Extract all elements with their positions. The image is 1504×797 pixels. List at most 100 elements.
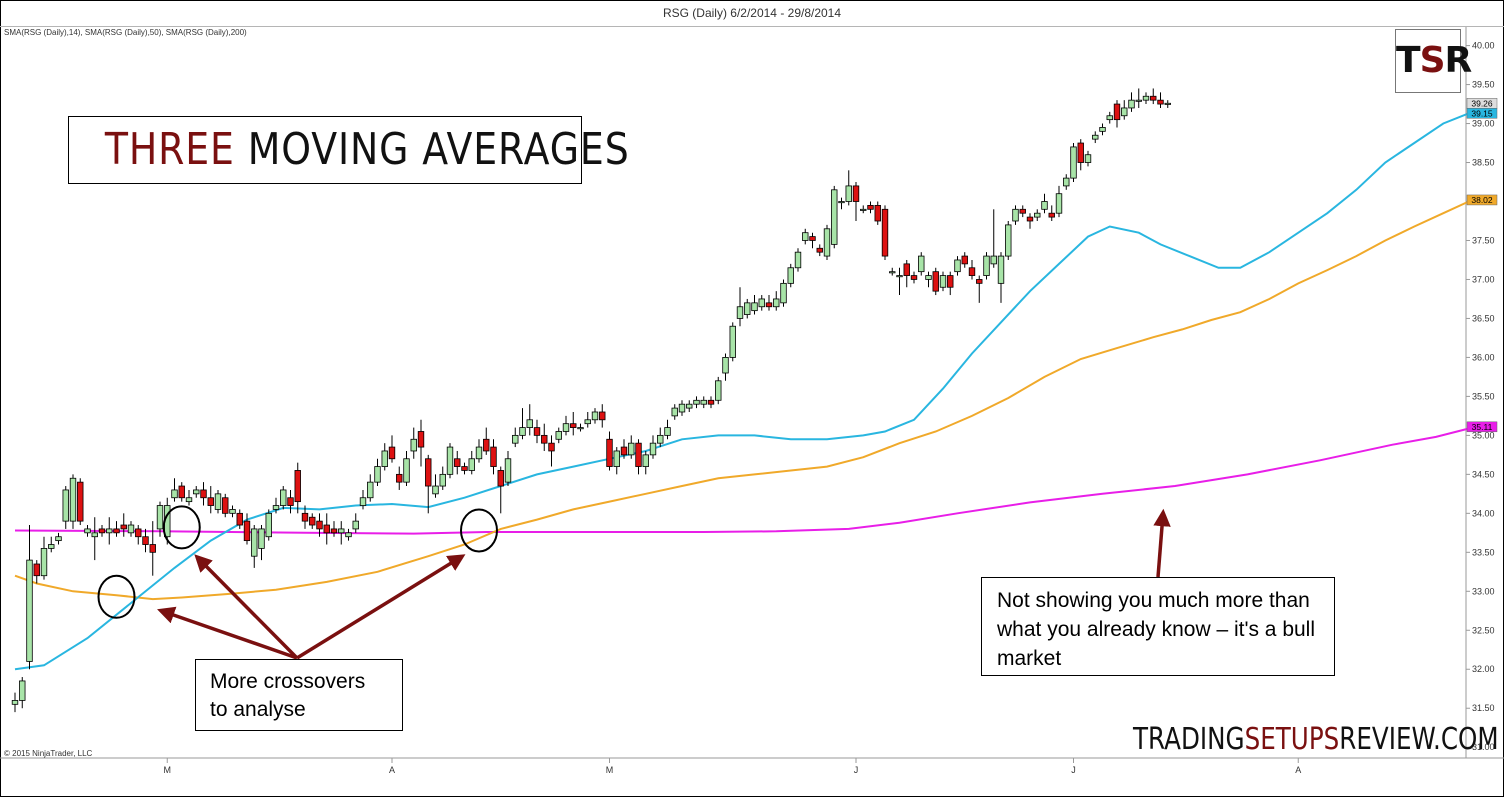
y-tick-label: 38.50 bbox=[1472, 158, 1495, 168]
candle-up bbox=[1055, 193, 1063, 214]
candle-up bbox=[352, 520, 359, 530]
candle-down bbox=[1113, 103, 1121, 121]
chart-title: RSG (Daily) 6/2/2014 - 29/8/2014 bbox=[0, 0, 1504, 27]
sma200-line bbox=[14, 426, 1473, 535]
heading-text: THREE MOVING AVERAGES bbox=[105, 117, 629, 183]
candle-down bbox=[1019, 208, 1026, 214]
candle-up bbox=[84, 528, 91, 534]
candle-up bbox=[251, 528, 258, 557]
candle-up bbox=[1121, 107, 1128, 117]
x-tick-label: J bbox=[854, 765, 859, 775]
price-label-text: 35.11 bbox=[1472, 422, 1493, 432]
candle-down bbox=[243, 520, 251, 542]
candle-down bbox=[947, 275, 954, 288]
candle-up bbox=[156, 505, 164, 530]
candle-down bbox=[903, 263, 910, 276]
candle-up bbox=[367, 481, 374, 499]
copyright-label: © 2015 NinjaTrader, LLC bbox=[4, 749, 93, 758]
candle-up bbox=[519, 427, 526, 436]
arrow-sma200 bbox=[1153, 508, 1171, 578]
candle-down bbox=[301, 512, 309, 522]
candle-down bbox=[606, 438, 613, 467]
candle-up bbox=[628, 442, 635, 456]
x-tick-label: M bbox=[164, 765, 172, 775]
candle-up bbox=[997, 255, 1005, 284]
candle-down bbox=[33, 563, 40, 577]
y-tick-label: 32.00 bbox=[1472, 664, 1495, 674]
candle-down bbox=[222, 497, 229, 514]
price-label-text: 39.15 bbox=[1471, 108, 1493, 118]
candle-down bbox=[316, 520, 323, 530]
crossover-circle bbox=[97, 574, 136, 619]
candle-up bbox=[831, 189, 838, 245]
y-tick-label: 31.00 bbox=[1472, 742, 1495, 752]
candle-down bbox=[417, 431, 425, 448]
candle-down bbox=[200, 489, 207, 499]
candle-up bbox=[802, 232, 809, 241]
candle-up bbox=[700, 399, 707, 405]
candle-down bbox=[1048, 212, 1055, 218]
heading-rest: MOVING AVERAGES bbox=[234, 124, 630, 175]
candle-up bbox=[751, 302, 758, 312]
candle-up bbox=[229, 509, 236, 514]
candle-up bbox=[410, 438, 417, 452]
candle-up bbox=[671, 407, 678, 417]
candle-down bbox=[541, 434, 548, 444]
annotation-arrows bbox=[157, 508, 1171, 660]
candle-up bbox=[91, 532, 98, 538]
candle-up bbox=[787, 267, 794, 284]
candle-up bbox=[374, 466, 381, 483]
candle-down bbox=[874, 205, 881, 222]
sma14-series bbox=[14, 110, 1473, 671]
candle-down bbox=[454, 458, 461, 467]
candle-up bbox=[1099, 127, 1106, 132]
candle-up bbox=[280, 489, 287, 506]
heading-box: THREE MOVING AVERAGES bbox=[68, 116, 629, 184]
candle-up bbox=[678, 403, 686, 413]
candle-up bbox=[185, 497, 193, 503]
candle-up bbox=[860, 208, 867, 211]
tsr-logo: TSR bbox=[1395, 29, 1472, 93]
candle-down bbox=[236, 512, 243, 526]
crossover-circles bbox=[97, 505, 498, 619]
candle-down bbox=[113, 528, 120, 534]
candle-up bbox=[939, 275, 947, 288]
logo-r: R bbox=[1444, 40, 1473, 81]
candle-up bbox=[562, 423, 570, 432]
y-tick-label: 39.50 bbox=[1472, 80, 1495, 90]
candle-up bbox=[69, 477, 77, 522]
sma200-series bbox=[14, 426, 1473, 535]
candle-up bbox=[613, 450, 620, 467]
candle-up bbox=[1070, 146, 1077, 179]
candle-up bbox=[193, 489, 200, 495]
candle-up bbox=[729, 325, 736, 358]
y-tick-label: 37.00 bbox=[1472, 274, 1495, 284]
candle-up bbox=[555, 431, 562, 440]
candle-up bbox=[773, 298, 780, 308]
candle-down bbox=[178, 485, 185, 499]
price-label-box bbox=[1466, 108, 1498, 119]
arrow-crossover bbox=[157, 606, 298, 660]
candle-up bbox=[432, 485, 439, 495]
candle-down bbox=[1157, 99, 1164, 105]
candle-up bbox=[1128, 99, 1135, 109]
candle-down bbox=[483, 438, 490, 452]
candle-up bbox=[896, 275, 903, 278]
y-tick-label: 35.00 bbox=[1472, 430, 1495, 440]
candle-down bbox=[120, 524, 127, 530]
candle-up bbox=[990, 255, 997, 265]
sma50-series bbox=[14, 198, 1473, 601]
candle-up bbox=[722, 357, 729, 374]
brand-watermark: TRADINGSETUPSREVIEW.COM bbox=[1133, 718, 1499, 762]
brand-b: SETUPS bbox=[1244, 722, 1340, 757]
candle-down bbox=[388, 446, 396, 460]
y-tick-label: 36.00 bbox=[1472, 352, 1495, 362]
candle-up bbox=[591, 411, 599, 421]
candle-up bbox=[657, 434, 664, 444]
logo-s: S bbox=[1419, 40, 1446, 81]
candle-up bbox=[664, 427, 671, 436]
candle-down bbox=[599, 411, 606, 421]
